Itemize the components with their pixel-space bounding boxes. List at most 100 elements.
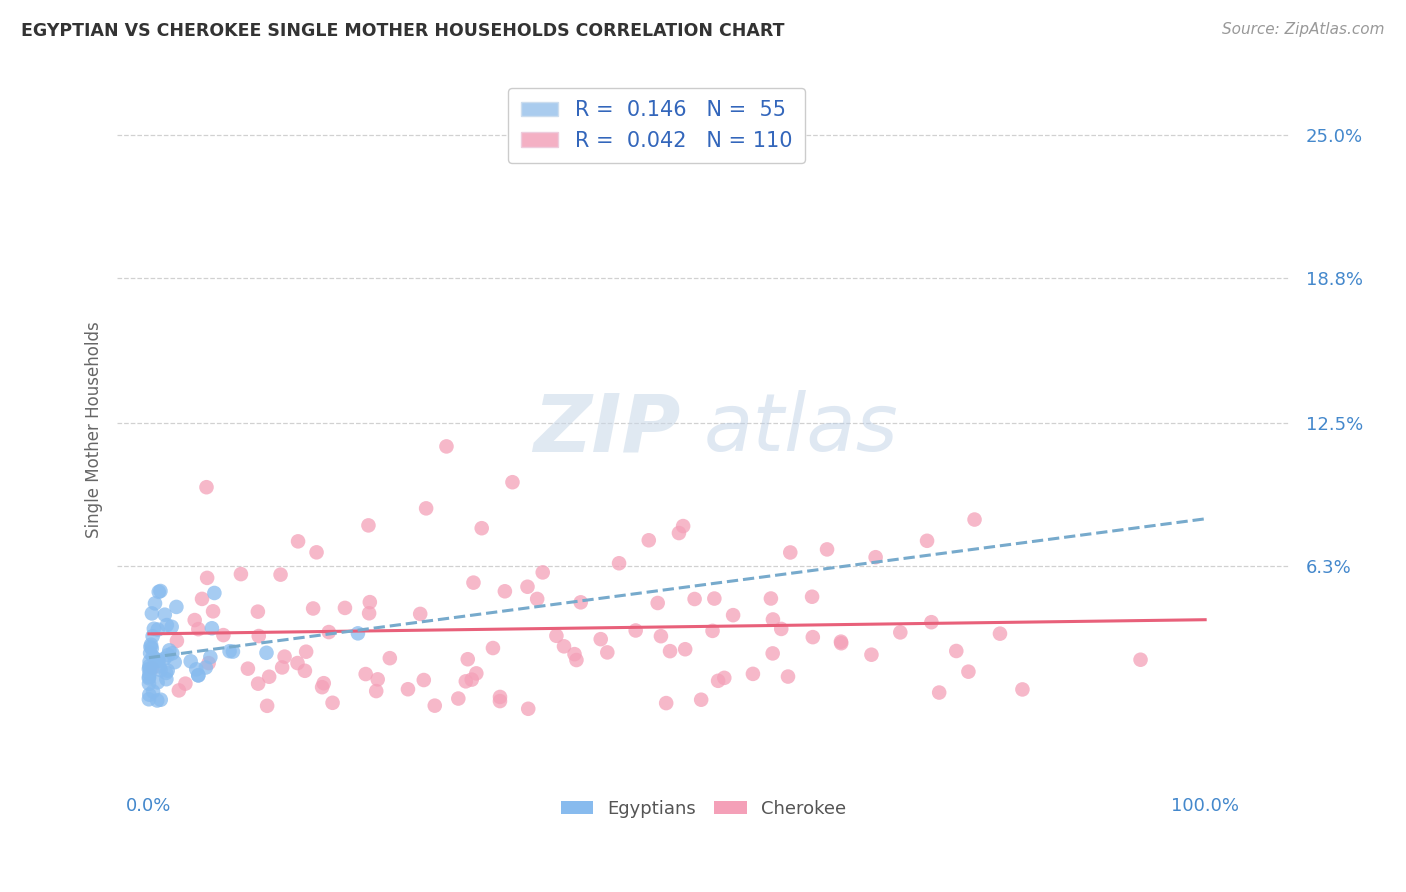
Point — [195, 480, 218, 494]
Point — [149, 692, 172, 706]
Point — [707, 673, 730, 688]
Point — [546, 629, 568, 643]
Point — [183, 613, 205, 627]
Point — [713, 671, 735, 685]
Point — [273, 649, 295, 664]
Point — [454, 674, 477, 689]
Point — [915, 533, 938, 548]
Point — [988, 626, 1011, 640]
Point — [461, 673, 484, 687]
Point — [305, 545, 328, 559]
Point — [142, 629, 165, 643]
Point — [776, 669, 799, 683]
Point — [963, 512, 986, 526]
Point — [312, 676, 335, 690]
Point — [354, 667, 377, 681]
Point — [138, 670, 160, 684]
Point — [655, 696, 678, 710]
Point — [174, 676, 197, 690]
Point — [141, 661, 163, 675]
Point — [160, 620, 183, 634]
Point — [247, 676, 270, 690]
Point — [759, 591, 782, 606]
Point — [157, 643, 180, 657]
Point — [247, 629, 270, 643]
Point — [153, 651, 176, 665]
Point — [565, 653, 588, 667]
Point — [815, 542, 838, 557]
Point — [156, 618, 179, 632]
Point — [197, 656, 219, 670]
Point — [865, 550, 887, 565]
Point — [155, 665, 177, 680]
Point — [471, 521, 494, 535]
Point — [156, 648, 179, 662]
Point — [257, 670, 280, 684]
Point — [194, 660, 217, 674]
Point — [201, 621, 224, 635]
Text: EGYPTIAN VS CHEROKEE SINGLE MOTHER HOUSEHOLDS CORRELATION CHART: EGYPTIAN VS CHEROKEE SINGLE MOTHER HOUSE… — [21, 22, 785, 40]
Point — [139, 640, 162, 654]
Point — [553, 640, 575, 654]
Point — [668, 526, 690, 541]
Point — [569, 595, 592, 609]
Point — [138, 659, 160, 673]
Point — [146, 675, 169, 690]
Point — [501, 475, 523, 490]
Point — [138, 692, 160, 706]
Point — [396, 682, 419, 697]
Point — [957, 665, 980, 679]
Point — [236, 662, 259, 676]
Point — [162, 646, 184, 660]
Point — [762, 612, 785, 626]
Text: Source: ZipAtlas.com: Source: ZipAtlas.com — [1222, 22, 1385, 37]
Point — [187, 668, 209, 682]
Point — [607, 556, 630, 570]
Point — [465, 666, 488, 681]
Point — [347, 626, 370, 640]
Point — [142, 649, 165, 664]
Point — [167, 683, 190, 698]
Point — [447, 691, 470, 706]
Point — [1011, 682, 1033, 697]
Point — [357, 518, 380, 533]
Point — [721, 608, 744, 623]
Point — [412, 673, 434, 687]
Point — [463, 575, 485, 590]
Point — [149, 584, 172, 599]
Point — [143, 596, 166, 610]
Point — [359, 607, 381, 621]
Point — [489, 694, 512, 708]
Point — [218, 644, 240, 658]
Point — [166, 633, 188, 648]
Point — [256, 698, 278, 713]
Point — [163, 655, 186, 669]
Y-axis label: Single Mother Households: Single Mother Households — [86, 321, 103, 538]
Point — [142, 684, 165, 698]
Point — [624, 624, 647, 638]
Point — [650, 629, 672, 643]
Point — [200, 650, 222, 665]
Point — [138, 655, 160, 669]
Point — [246, 605, 269, 619]
Point — [531, 566, 554, 580]
Point — [703, 591, 725, 606]
Point — [148, 584, 170, 599]
Point — [770, 622, 793, 636]
Point — [302, 601, 325, 615]
Point — [271, 660, 294, 674]
Point — [494, 584, 516, 599]
Point — [156, 664, 179, 678]
Text: atlas: atlas — [703, 390, 898, 468]
Point — [683, 592, 706, 607]
Point — [945, 644, 967, 658]
Point — [149, 663, 172, 677]
Point — [191, 591, 214, 606]
Point — [294, 664, 316, 678]
Point — [762, 647, 785, 661]
Point — [672, 519, 695, 533]
Point — [155, 672, 177, 686]
Point — [138, 677, 160, 691]
Point — [366, 684, 388, 698]
Point — [1129, 653, 1152, 667]
